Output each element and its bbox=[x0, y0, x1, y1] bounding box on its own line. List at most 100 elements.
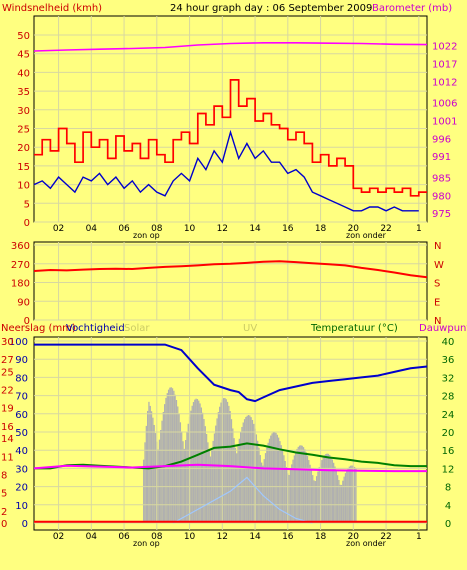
wind-hour-tick-label: 14 bbox=[249, 224, 261, 234]
weather-hour-tick-label: 06 bbox=[118, 532, 130, 542]
dewpoint-line bbox=[33, 463, 427, 473]
wind-gust-line bbox=[34, 79, 427, 197]
weather-hour-tick-label: 16 bbox=[282, 532, 294, 542]
wind-hour-tick-label: 10 bbox=[184, 224, 196, 234]
temperature-y-tick-label: 32 bbox=[442, 373, 455, 384]
temperature-y-tick-label: 4 bbox=[445, 501, 451, 512]
barometer-y-tick-label: 1001 bbox=[432, 116, 457, 127]
weather-hour-tick-label: 12 bbox=[217, 532, 228, 542]
barometer-y-tick-label: 1006 bbox=[432, 99, 457, 110]
humidity-y-tick-label: 0 bbox=[22, 519, 28, 530]
barometer-y-tick-label: 1022 bbox=[432, 42, 457, 53]
rain-y-tick-label: 2 bbox=[1, 507, 7, 518]
humidity-y-tick-label: 70 bbox=[15, 392, 28, 403]
wind-y-tick-label: 35 bbox=[17, 87, 30, 98]
weather-hour-tick-label: 14 bbox=[249, 532, 261, 542]
wind-axis-label: Windsnelheid (kmh) bbox=[2, 3, 102, 14]
temperature-y-tick-label: 40 bbox=[442, 337, 455, 348]
legend-uv: UV bbox=[243, 323, 257, 334]
barometer-y-tick-label: 980 bbox=[432, 191, 451, 202]
wind-y-tick-label: 10 bbox=[17, 181, 30, 192]
weather-hour-tick-label: 08 bbox=[151, 532, 163, 542]
temperature-y-tick-label: 8 bbox=[445, 483, 451, 494]
barometer-y-tick-label: 996 bbox=[432, 134, 451, 145]
wind-y-tick-label: 5 bbox=[24, 199, 30, 210]
wind-hour-tick-label: 06 bbox=[118, 224, 130, 234]
temperature-y-tick-label: 12 bbox=[442, 464, 455, 475]
wind-y-tick-label: 30 bbox=[17, 106, 30, 117]
barometer-y-tick-label: 1017 bbox=[432, 59, 457, 70]
rain-y-tick-label: 16 bbox=[1, 422, 14, 433]
weather-hour-tick-label: 10 bbox=[184, 532, 196, 542]
legend-dewpoint: Dauwpunt bbox=[419, 323, 467, 334]
rain-y-tick-label: 8 bbox=[1, 470, 7, 481]
rain-y-tick-label: 0 bbox=[1, 519, 7, 530]
chart-title: 24 hour graph day : 06 September 2009 bbox=[170, 3, 372, 14]
wind-hour-tick-label: 18 bbox=[315, 224, 327, 234]
weather-hour-tick-label: 04 bbox=[86, 532, 98, 542]
wind-hour-tick-label: 16 bbox=[282, 224, 294, 234]
rain-y-tick-label: 30 bbox=[1, 337, 14, 348]
weather-hour-tick-label: 20 bbox=[348, 532, 360, 542]
temperature-y-tick-label: 20 bbox=[442, 428, 455, 439]
rain-y-tick-label: 25 bbox=[1, 367, 14, 378]
direction-y-tick-label: 360 bbox=[11, 241, 30, 252]
rain-y-tick-label: 5 bbox=[1, 489, 7, 500]
legend-humidity: Vochtigheid bbox=[66, 323, 125, 334]
barometer-axis-label: Barometer (mb) bbox=[372, 3, 452, 14]
wind-hour-tick-label: 08 bbox=[151, 224, 163, 234]
temperature-y-tick-label: 16 bbox=[442, 446, 455, 457]
temperature-y-tick-label: 24 bbox=[442, 410, 455, 421]
sunrise-label-2: zon op bbox=[133, 539, 160, 548]
wind-y-tick-label: 40 bbox=[17, 68, 30, 79]
humidity-y-tick-label: 90 bbox=[15, 355, 28, 366]
temperature-y-tick-label: 0 bbox=[445, 519, 451, 530]
weather-hour-tick-label: 22 bbox=[380, 532, 391, 542]
weather-hour-tick-label: 18 bbox=[315, 532, 327, 542]
humidity-y-tick-label: 60 bbox=[15, 410, 28, 421]
legend-solar: Solar bbox=[124, 323, 150, 334]
humidity-y-tick-label: 40 bbox=[15, 446, 28, 457]
temperature-y-tick-label: 28 bbox=[442, 392, 455, 403]
barometer-y-tick-label: 975 bbox=[432, 209, 451, 220]
sunrise-label-1: zon op bbox=[133, 231, 160, 240]
barometer-line bbox=[33, 41, 428, 52]
wind-y-tick-label: 50 bbox=[17, 31, 30, 42]
wind-hour-tick-label: 1 bbox=[416, 224, 422, 234]
sunset-label-1: zon onder bbox=[346, 231, 387, 240]
sunset-label-2: zon onder bbox=[346, 539, 387, 548]
wind-hour-tick-label: 22 bbox=[380, 224, 391, 234]
uv-line bbox=[172, 476, 313, 524]
wind-y-tick-label: 15 bbox=[17, 162, 30, 173]
humidity-y-tick-label: 50 bbox=[15, 428, 28, 439]
legend-rain: Neerslag (mm) bbox=[1, 323, 76, 334]
direction-y-tick-label: 180 bbox=[11, 279, 30, 290]
humidity-line bbox=[34, 343, 428, 403]
wind-y-tick-label: 45 bbox=[17, 50, 30, 61]
weather-hour-tick-label: 02 bbox=[53, 532, 64, 542]
compass-tick-label: N bbox=[434, 316, 441, 327]
weather-panel-frame bbox=[33, 336, 428, 531]
weather-hour-tick-label: 1 bbox=[416, 532, 422, 542]
rain-y-tick-label: 14 bbox=[1, 434, 14, 445]
direction-y-tick-label: 90 bbox=[17, 297, 30, 308]
wind-hour-tick-label: 12 bbox=[217, 224, 228, 234]
rain-y-tick-label: 27 bbox=[1, 355, 14, 366]
direction-y-tick-label: 270 bbox=[11, 260, 30, 271]
compass-tick-label: E bbox=[434, 297, 440, 308]
humidity-y-tick-label: 30 bbox=[15, 464, 28, 475]
wind-hour-tick-label: 20 bbox=[348, 224, 360, 234]
wind-y-tick-label: 0 bbox=[24, 218, 30, 229]
temperature-y-tick-label: 36 bbox=[442, 355, 455, 366]
tick-label-layer: 0510152025303540455097598098599199610011… bbox=[1, 31, 457, 542]
humidity-y-tick-label: 100 bbox=[9, 337, 28, 348]
humidity-y-tick-label: 20 bbox=[15, 483, 28, 494]
humidity-y-tick-label: 10 bbox=[15, 501, 28, 512]
legend-temperature: Temperatuur (°C) bbox=[310, 323, 398, 334]
barometer-y-tick-label: 1012 bbox=[432, 77, 457, 88]
direction-y-tick-label: 0 bbox=[24, 316, 30, 327]
wind-hour-tick-label: 02 bbox=[53, 224, 64, 234]
wind-y-tick-label: 20 bbox=[17, 143, 30, 154]
